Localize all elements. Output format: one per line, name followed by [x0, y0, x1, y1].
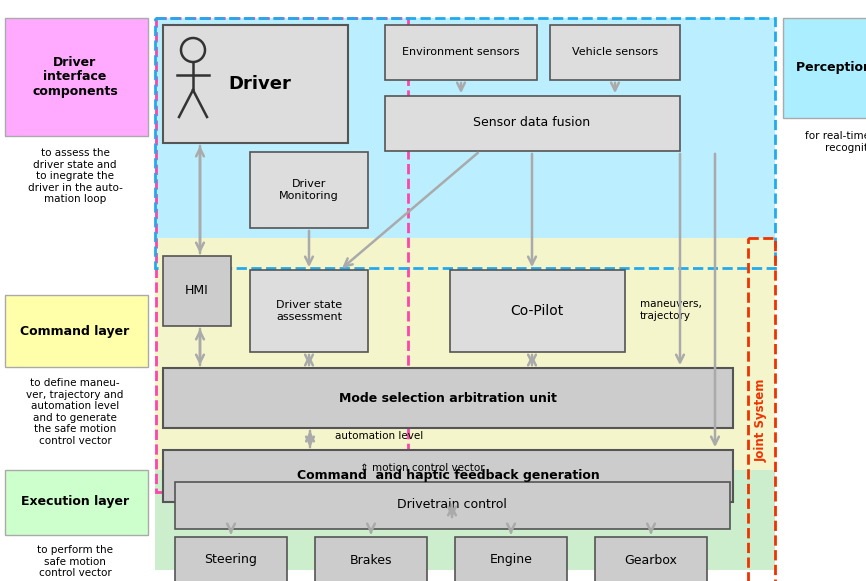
- Text: maneuvers,
trajectory: maneuvers, trajectory: [640, 299, 701, 321]
- Text: Vehicle sensors: Vehicle sensors: [572, 47, 658, 57]
- Bar: [155, 18, 775, 268]
- Text: Joint System: Joint System: [754, 378, 767, 462]
- Text: Command layer: Command layer: [21, 325, 130, 338]
- Text: to assess the
driver state and
to inegrate the
driver in the auto-
mation loop: to assess the driver state and to inegra…: [28, 148, 122, 205]
- Bar: [550, 25, 680, 80]
- Bar: [250, 270, 368, 352]
- Bar: [455, 537, 567, 581]
- Bar: [783, 18, 866, 118]
- Text: Sensor data fusion: Sensor data fusion: [474, 117, 591, 130]
- Bar: [163, 25, 348, 143]
- Text: automation level: automation level: [335, 431, 423, 441]
- Bar: [163, 450, 733, 502]
- Text: Driver
Monitoring: Driver Monitoring: [279, 179, 339, 201]
- Bar: [315, 537, 427, 581]
- Text: for real-time scene
recognition: for real-time scene recognition: [805, 131, 866, 153]
- Text: Steering: Steering: [204, 554, 257, 566]
- Bar: [5, 18, 148, 136]
- Text: Environment sensors: Environment sensors: [402, 47, 520, 57]
- Bar: [155, 238, 775, 496]
- Text: HMI: HMI: [185, 285, 209, 297]
- Bar: [385, 96, 680, 151]
- Bar: [163, 368, 733, 428]
- Text: Drivetrain control: Drivetrain control: [397, 498, 507, 511]
- Text: Co-Pilot: Co-Pilot: [510, 304, 564, 318]
- Text: Command  and haptic feedback generation: Command and haptic feedback generation: [297, 469, 599, 482]
- Bar: [175, 537, 287, 581]
- Text: Gearbox: Gearbox: [624, 554, 677, 566]
- Text: Execution layer: Execution layer: [21, 496, 129, 508]
- Bar: [5, 295, 148, 367]
- Text: Driver state
assessment: Driver state assessment: [276, 300, 342, 322]
- Bar: [155, 18, 775, 266]
- Text: to define maneu-
ver, trajectory and
automation level
and to generate
the safe m: to define maneu- ver, trajectory and aut…: [26, 378, 124, 446]
- Text: Engine: Engine: [489, 554, 533, 566]
- Bar: [250, 152, 368, 228]
- Bar: [450, 270, 625, 352]
- Text: ⇕ motion control vector: ⇕ motion control vector: [360, 463, 485, 473]
- Bar: [748, 238, 775, 581]
- Bar: [156, 18, 408, 492]
- Bar: [155, 470, 775, 570]
- Bar: [5, 470, 148, 535]
- Text: Driver: Driver: [229, 75, 292, 93]
- Text: Perception layer: Perception layer: [797, 62, 866, 74]
- Text: Driver
interface
components: Driver interface components: [32, 56, 118, 99]
- Bar: [163, 256, 231, 326]
- Bar: [175, 482, 730, 529]
- Bar: [595, 537, 707, 581]
- Text: Mode selection arbitration unit: Mode selection arbitration unit: [339, 392, 557, 404]
- Text: to perform the
safe motion
control vector: to perform the safe motion control vecto…: [37, 545, 113, 578]
- Text: Brakes: Brakes: [350, 554, 392, 566]
- Bar: [385, 25, 537, 80]
